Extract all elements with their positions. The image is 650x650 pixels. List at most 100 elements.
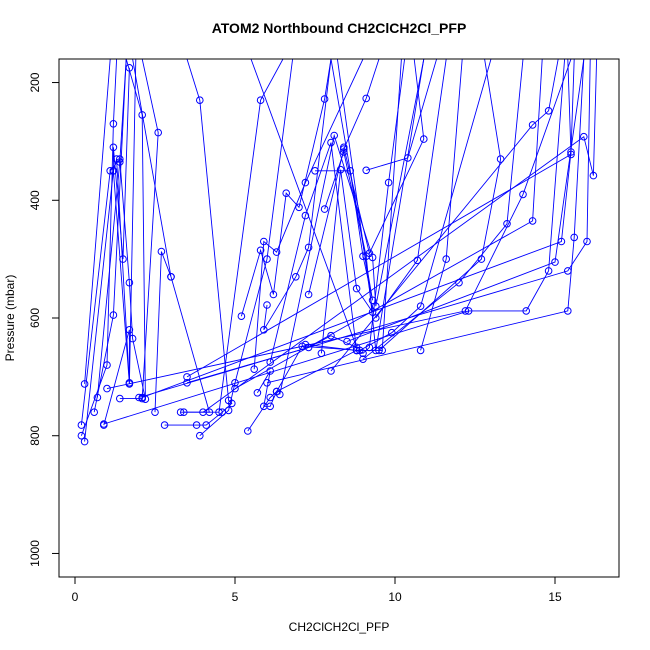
data-point (160, 421, 169, 429)
series-line (96, 59, 127, 398)
chart-title: ATOM2 Northbound CH2ClCH2Cl_PFP (212, 20, 467, 36)
series-26 (311, 59, 377, 305)
data-point (496, 155, 505, 163)
data-point (272, 248, 281, 256)
data-point (103, 384, 111, 393)
series-27 (340, 59, 428, 258)
data-point (416, 346, 425, 355)
data-point (343, 337, 351, 346)
series-line (320, 59, 374, 354)
data-point (224, 406, 233, 415)
series-37 (199, 59, 598, 417)
data-point (176, 408, 185, 417)
data-point (116, 158, 124, 166)
series-2 (77, 59, 118, 440)
data-point (375, 346, 383, 355)
data-point (196, 96, 204, 104)
data-point (224, 396, 233, 405)
series-line (119, 59, 159, 400)
data-point (384, 178, 393, 187)
data-point (231, 379, 239, 387)
y-tick-label: 1000 (28, 540, 42, 567)
series-23 (301, 59, 402, 355)
data-point (320, 95, 329, 103)
series-line (279, 59, 425, 395)
data-point (330, 131, 339, 140)
series-4 (90, 59, 127, 417)
x-tick-label: 0 (72, 590, 79, 604)
series-line (308, 59, 380, 295)
data-point (519, 190, 527, 199)
data-point (359, 252, 367, 261)
data-point (301, 178, 310, 187)
series-line (234, 59, 543, 389)
data-point (266, 402, 275, 411)
data-point (250, 365, 258, 374)
data-point (231, 384, 239, 393)
y-tick-label: 600 (28, 308, 42, 328)
series-line (103, 67, 130, 426)
data-point (327, 367, 335, 375)
data-point (372, 314, 380, 322)
data-point (362, 94, 371, 103)
data-point (352, 284, 361, 293)
series-line (266, 59, 585, 384)
data-point (119, 255, 127, 263)
data-point (263, 255, 271, 263)
data-point (503, 220, 511, 228)
series-line (366, 59, 438, 171)
series-line (106, 59, 572, 390)
data-point (455, 278, 463, 287)
data-point (266, 393, 275, 402)
data-point (109, 311, 118, 319)
y-tick-label: 200 (28, 72, 42, 92)
data-point (157, 247, 166, 256)
data-point (263, 379, 271, 387)
series-3 (80, 59, 111, 388)
data-point (580, 132, 588, 141)
data-point (253, 389, 262, 397)
series-42 (343, 59, 585, 346)
data-point (311, 167, 319, 175)
series-line (330, 59, 559, 372)
series-line (343, 59, 425, 255)
data-point (77, 421, 86, 429)
series-line (186, 59, 572, 378)
data-point (544, 267, 553, 275)
data-point (154, 128, 162, 137)
data-point (522, 307, 531, 315)
data-point (196, 431, 204, 440)
data-point (100, 420, 108, 428)
data-point (327, 331, 335, 340)
data-point (528, 121, 537, 129)
data-point (192, 421, 201, 429)
series-line (305, 59, 402, 351)
series-38 (231, 59, 543, 393)
y-tick-label: 800 (28, 425, 42, 445)
data-point (183, 373, 191, 381)
series-line (362, 59, 524, 360)
data-point (365, 249, 374, 258)
data-point (304, 290, 313, 299)
data-point (340, 143, 348, 152)
data-point (352, 346, 361, 355)
series-line (420, 59, 463, 351)
data-point (125, 278, 134, 287)
data-point (80, 380, 89, 388)
data-point (583, 237, 591, 246)
data-point (461, 307, 470, 315)
data-point (256, 246, 265, 255)
series-line (142, 59, 575, 398)
series-line (346, 59, 585, 342)
series-28 (362, 59, 438, 175)
data-point (260, 326, 268, 334)
series-line (103, 59, 566, 425)
data-point (93, 393, 102, 402)
series-line (80, 59, 146, 426)
series-line (202, 59, 598, 413)
x-tick-label: 10 (388, 590, 402, 604)
data-point (269, 290, 278, 299)
data-point (151, 408, 159, 417)
data-point (528, 217, 537, 225)
